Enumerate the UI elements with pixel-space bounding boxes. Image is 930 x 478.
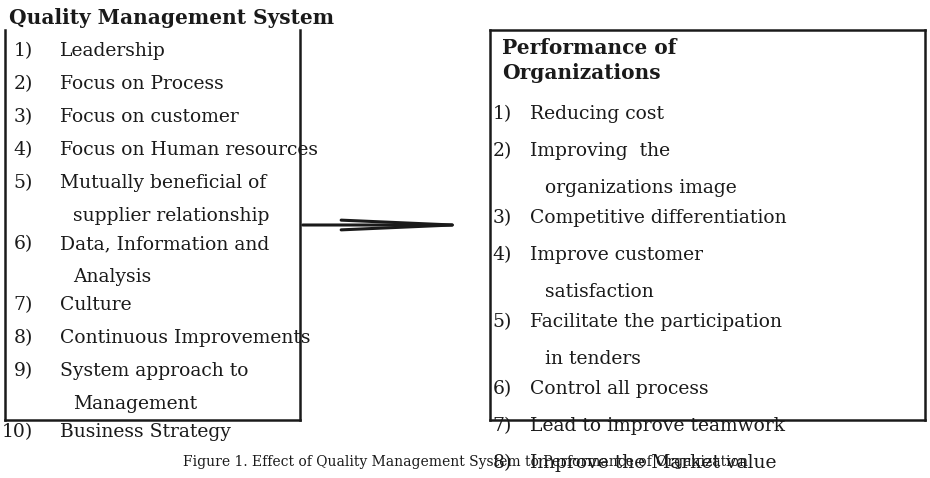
Text: Control all process: Control all process bbox=[530, 380, 709, 398]
Text: 5): 5) bbox=[14, 174, 33, 192]
Text: 4): 4) bbox=[14, 141, 33, 159]
Text: Performance of
Organizations: Performance of Organizations bbox=[502, 38, 676, 83]
Text: Business Strategy: Business Strategy bbox=[60, 423, 231, 441]
Text: Reducing cost: Reducing cost bbox=[530, 105, 664, 123]
Text: Focus on Process: Focus on Process bbox=[60, 75, 224, 93]
Text: 3): 3) bbox=[493, 209, 512, 227]
Text: Competitive differentiation: Competitive differentiation bbox=[530, 209, 787, 227]
Text: 5): 5) bbox=[493, 313, 512, 331]
Text: organizations image: organizations image bbox=[545, 179, 737, 197]
Text: Leadership: Leadership bbox=[60, 42, 166, 60]
Text: 1): 1) bbox=[493, 105, 512, 123]
Text: satisfaction: satisfaction bbox=[545, 283, 654, 301]
Text: Management: Management bbox=[73, 395, 197, 413]
Text: Quality Management System: Quality Management System bbox=[9, 8, 334, 28]
Text: Focus on customer: Focus on customer bbox=[60, 108, 239, 126]
Text: supplier relationship: supplier relationship bbox=[73, 207, 270, 225]
Text: Improve the Market value: Improve the Market value bbox=[530, 454, 777, 472]
Text: Improving  the: Improving the bbox=[530, 142, 671, 160]
Text: Facilitate the participation: Facilitate the participation bbox=[530, 313, 782, 331]
Text: Figure 1. Effect of Quality Management System to Performance of Organization: Figure 1. Effect of Quality Management S… bbox=[182, 455, 748, 469]
Text: Analysis: Analysis bbox=[73, 268, 152, 286]
Text: 7): 7) bbox=[493, 417, 512, 435]
Text: 8): 8) bbox=[14, 329, 33, 347]
Text: Mutually beneficial of: Mutually beneficial of bbox=[60, 174, 266, 192]
Text: 1): 1) bbox=[14, 42, 33, 60]
Text: 6): 6) bbox=[14, 235, 33, 253]
Text: Data, Information and: Data, Information and bbox=[60, 235, 270, 253]
Text: 9): 9) bbox=[14, 362, 33, 380]
Text: 2): 2) bbox=[493, 142, 512, 160]
Text: 6): 6) bbox=[493, 380, 512, 398]
Text: Improve customer: Improve customer bbox=[530, 246, 703, 264]
Text: Lead to improve teamwork: Lead to improve teamwork bbox=[530, 417, 785, 435]
Text: System approach to: System approach to bbox=[60, 362, 248, 380]
Text: 10): 10) bbox=[2, 423, 33, 441]
Text: 8): 8) bbox=[493, 454, 512, 472]
Text: 4): 4) bbox=[493, 246, 512, 264]
Text: 3): 3) bbox=[14, 108, 33, 126]
Text: Continuous Improvements: Continuous Improvements bbox=[60, 329, 311, 347]
Text: Culture: Culture bbox=[60, 296, 132, 314]
Text: 7): 7) bbox=[14, 296, 33, 314]
Text: in tenders: in tenders bbox=[545, 350, 641, 368]
Text: Focus on Human resources: Focus on Human resources bbox=[60, 141, 318, 159]
Text: 2): 2) bbox=[14, 75, 33, 93]
